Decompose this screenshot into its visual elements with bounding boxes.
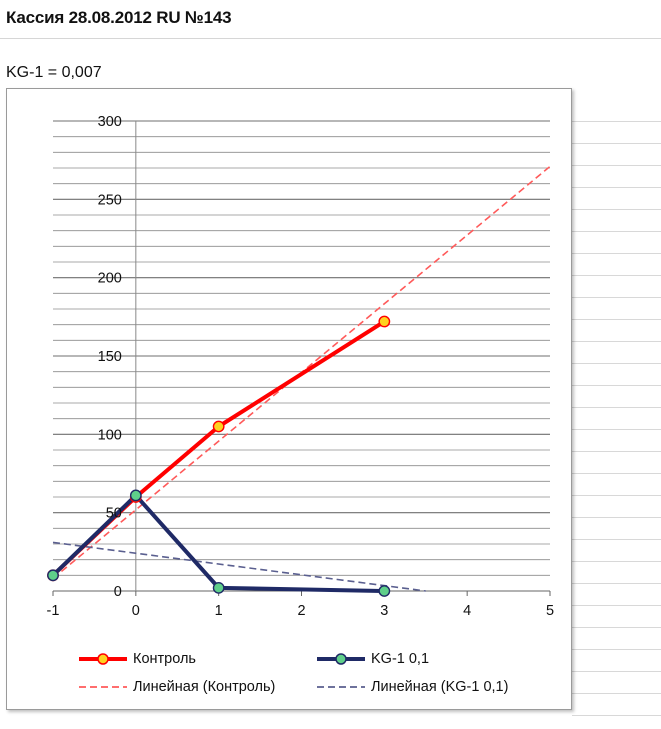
legend-item-control-trend: Линейная (Контроль) <box>77 679 275 695</box>
axis-layer <box>52 121 551 596</box>
legend-label-control-trend: Линейная (Контроль) <box>133 679 276 695</box>
y-tick-label: 0 <box>114 584 122 600</box>
y-tick-label: 200 <box>98 271 122 287</box>
chart-legend: Контроль KG-1 0,1 Линейная (Контроль) Ли… <box>67 645 567 705</box>
trendline-1 <box>52 541 426 592</box>
legend-label-control: Контроль <box>133 651 196 667</box>
y-tick-label: 100 <box>98 427 122 443</box>
series-line-1 <box>51 493 385 593</box>
legend-label-kg: KG-1 0,1 <box>371 651 430 667</box>
series-layer <box>47 315 391 597</box>
x-tick-label: 3 <box>380 603 388 619</box>
series-1-point <box>129 489 142 502</box>
x-tick-label: -1 <box>47 603 60 619</box>
series-0-point <box>212 420 225 433</box>
trendline-layer <box>52 165 551 592</box>
y-tick-label: 150 <box>98 349 122 365</box>
x-tick-label: 4 <box>463 603 471 619</box>
legend-swatch-control <box>79 653 127 665</box>
y-tick-label: 250 <box>98 192 122 208</box>
x-tick-label: 1 <box>215 603 223 619</box>
tick-label-layer: 0 50 100 150 200 250 300 -1 0 1 2 3 4 5 <box>47 114 554 619</box>
series-0-point <box>378 315 391 328</box>
kg-concentration-label: KG-1 = 0,007 <box>6 64 102 81</box>
sheet-title: Кассия 28.08.2012 RU №143 <box>6 8 232 27</box>
y-tick-label: 50 <box>106 506 122 522</box>
y-tick-label: 300 <box>98 114 122 130</box>
legend-label-kg-trend: Линейная (KG-1 0,1) <box>371 679 509 695</box>
title-divider <box>0 38 661 39</box>
legend-swatch-control-trend <box>79 686 127 688</box>
x-tick-label: 2 <box>297 603 305 619</box>
chart-frame[interactable]: 0 50 100 150 200 250 300 -1 0 1 2 3 4 5 Контроль KG-1… <box>6 88 572 710</box>
legend-item-kg: KG-1 0,1 <box>315 651 429 667</box>
series-1-point <box>47 569 59 582</box>
series-1-point <box>378 585 391 597</box>
chart-svg: 0 50 100 150 200 250 300 -1 0 1 2 3 4 5 <box>47 114 554 619</box>
legend-item-kg-trend: Линейная (KG-1 0,1) <box>315 679 508 695</box>
x-tick-label: 5 <box>546 603 554 619</box>
spreadsheet-gridlines <box>572 100 661 729</box>
legend-item-control: Контроль <box>77 651 196 667</box>
legend-swatch-kg <box>317 653 365 665</box>
x-tick-label: 0 <box>132 603 140 619</box>
legend-swatch-kg-trend <box>317 686 365 688</box>
series-1-point <box>212 581 225 594</box>
